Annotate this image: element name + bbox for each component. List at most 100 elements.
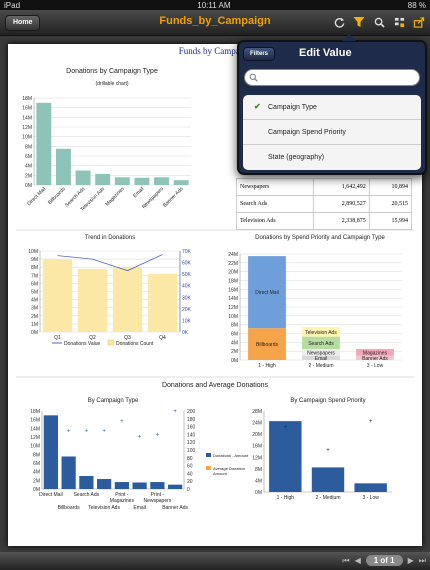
table-row: Television Ads 2,338,875 15,994: [236, 212, 413, 230]
stack-segment: [302, 326, 340, 337]
avg-marker: +: [49, 421, 53, 427]
y-tick-label: 0M: [255, 490, 262, 496]
refresh-icon[interactable]: [332, 15, 346, 29]
table-cell: 2,890,527: [312, 195, 370, 213]
y2-tick-label: 0K: [182, 330, 189, 336]
y-tick-label: 7M: [31, 273, 38, 279]
y-tick-label: 2M: [25, 173, 32, 179]
bar: [173, 180, 189, 185]
y-tick-label: 12M: [30, 435, 40, 441]
home-button[interactable]: Home: [5, 15, 41, 31]
donations-table: Newspapers 1,642,492 10,894 Search Ads 2,890…: [236, 178, 413, 230]
y2-tick-label: 0: [187, 487, 190, 493]
popover-title: Edit Value: [299, 47, 352, 59]
page-title: Funds_by_Campaign: [159, 15, 271, 27]
toolbar: [332, 15, 426, 29]
y-tick-label: 24M: [252, 421, 262, 427]
table-cell: 2,338,875: [312, 212, 370, 230]
y-tick-label: 8M: [31, 265, 38, 271]
bar: [97, 479, 112, 489]
y-tick-label: 9M: [31, 257, 38, 263]
prev-page-icon[interactable]: ◀: [354, 556, 361, 565]
y-tick-label: 3M: [31, 306, 38, 312]
x-tick-label: Direct Mail: [39, 492, 63, 498]
search-icon[interactable]: [372, 15, 386, 29]
share-icon[interactable]: [412, 15, 426, 29]
stack-segment: [302, 336, 340, 349]
bar: [61, 456, 76, 489]
bar: [75, 170, 91, 185]
table-cell: Newspapers: [236, 178, 314, 196]
search-icon: [249, 73, 258, 82]
x-tick-label: Q2: [89, 335, 96, 341]
y2-tick-label: 30K: [182, 295, 192, 301]
y2-tick-label: 200: [187, 409, 196, 415]
chart-title: Trend in Donations: [85, 235, 135, 241]
search-input[interactable]: [259, 72, 409, 83]
y-tick-label: 8M: [231, 323, 238, 329]
value-list-label: Campaign Type: [268, 103, 317, 111]
first-page-icon[interactable]: ⏮: [342, 555, 350, 565]
segment-label: Television Ads: [305, 330, 337, 336]
y2-tick-label: 100: [187, 448, 196, 454]
table-cell: 1,642,492: [312, 178, 370, 196]
y-tick-label: 4M: [231, 340, 238, 346]
next-page-icon[interactable]: ▶: [407, 556, 414, 565]
x-tick-label: 3 - Low: [367, 363, 384, 369]
x-tick-label: 1 - High: [277, 495, 295, 501]
y2-tick-label: 40: [187, 471, 193, 477]
y-tick-label: 8M: [33, 452, 40, 458]
bar: [147, 273, 178, 332]
nav-bar: Home Funds_by_Campaign: [0, 10, 430, 36]
avg-marker: +: [284, 425, 288, 431]
y-tick-label: 4M: [31, 298, 38, 304]
stack-segment: [356, 348, 394, 356]
y2-tick-label: 60: [187, 464, 193, 470]
legend-swatch: [206, 453, 211, 457]
device-label: iPad: [4, 0, 21, 10]
value-list-item[interactable]: State (geography): [243, 145, 421, 170]
segment-label: Banner Ads: [362, 356, 388, 362]
y-tick-label: 22M: [228, 261, 238, 267]
y2-tick-label: 140: [187, 432, 196, 438]
y-tick-label: 12M: [228, 305, 238, 311]
y-tick-label: 4M: [33, 470, 40, 476]
value-list-label: State (geography): [268, 154, 325, 161]
avg-marker: +: [85, 429, 89, 435]
y-tick-label: 6M: [231, 332, 238, 338]
table-row: Search Ads 2,890,527 20,515: [236, 195, 413, 213]
filters-button[interactable]: Filters: [243, 47, 276, 61]
x-tick-label: Billboards: [58, 505, 80, 511]
search-box[interactable]: [244, 69, 420, 86]
x-tick-label: Q3: [124, 335, 131, 341]
y-tick-label: 12M: [252, 455, 262, 461]
chart-subtitle: (drillable chart): [95, 81, 128, 87]
page-indicator[interactable]: 1 of 1: [365, 555, 403, 566]
filter-icon[interactable]: [352, 15, 366, 29]
bar: [112, 267, 143, 332]
last-page-icon[interactable]: ⏭: [418, 555, 426, 565]
value-list-item[interactable]: Campaign Spend Priority: [243, 120, 421, 145]
y-tick-label: 12M: [22, 125, 32, 131]
checkmark-icon: ✔: [254, 102, 261, 111]
avg-marker: +: [138, 434, 142, 440]
y-tick-label: 18M: [30, 409, 40, 415]
bar: [43, 415, 58, 489]
avg-marker: +: [369, 419, 373, 425]
value-list-item[interactable]: ✔ Campaign Type: [243, 95, 421, 120]
y-tick-label: 20M: [228, 270, 238, 276]
y2-tick-label: 20: [187, 479, 193, 485]
outline-icon[interactable]: [392, 15, 406, 29]
x-tick-label: Search Ads: [74, 492, 100, 498]
popover-header: Filters Edit Value: [239, 42, 425, 67]
clock: 10:11 AM: [197, 0, 231, 10]
report-title: Funds by Campaign: [178, 46, 252, 56]
y-tick-label: 18M: [228, 279, 238, 285]
chart-title: Donations by Campaign Type: [66, 68, 158, 75]
x-tick-label: Newspapers: [143, 498, 171, 504]
bar: [354, 483, 387, 492]
table-row: Newspapers 1,642,492 10,894: [236, 178, 413, 196]
y2-tick-label: 70K: [182, 249, 192, 255]
table-cell: 20,515: [368, 195, 413, 213]
y2-tick-label: 60K: [182, 261, 192, 267]
